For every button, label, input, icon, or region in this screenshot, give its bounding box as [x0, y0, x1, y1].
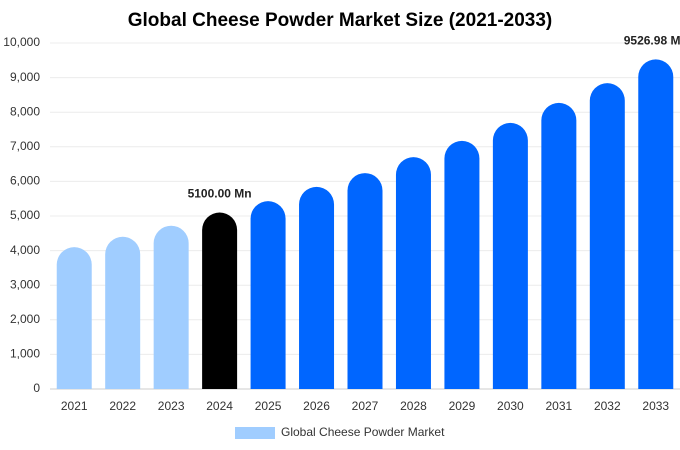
x-tick-label: 2031	[545, 399, 572, 413]
y-tick-label: 8,000	[10, 104, 40, 118]
x-tick-label: 2028	[400, 399, 427, 413]
y-tick-label: 7,000	[10, 139, 40, 153]
bar	[250, 201, 286, 389]
y-tick-label: 4,000	[10, 243, 40, 257]
bar	[395, 157, 431, 389]
legend-label: Global Cheese Powder Market	[281, 425, 445, 439]
bar	[153, 225, 189, 389]
y-tick-label: 5,000	[10, 208, 40, 222]
x-tick-label: 2024	[206, 399, 233, 413]
bar	[638, 59, 674, 390]
x-tick-label: 2021	[61, 399, 88, 413]
y-tick-label: 6,000	[10, 174, 40, 188]
data-label: 9526.98 Mn	[624, 34, 680, 48]
y-tick-label: 0	[33, 381, 40, 395]
y-tick-label: 2,000	[10, 312, 40, 326]
y-tick-label: 1,000	[10, 347, 40, 361]
x-tick-label: 2025	[255, 399, 282, 413]
bar	[202, 212, 238, 389]
x-tick-label: 2030	[497, 399, 524, 413]
data-label: 5100.00 Mn	[188, 187, 252, 201]
bar	[56, 247, 92, 389]
x-tick-label: 2033	[642, 399, 669, 413]
y-tick-label: 10,000	[3, 35, 40, 49]
bar	[105, 236, 141, 389]
x-tick-label: 2029	[449, 399, 476, 413]
bar	[541, 102, 577, 389]
bar	[444, 140, 480, 389]
x-tick-label: 2026	[303, 399, 330, 413]
x-tick-label: 2032	[594, 399, 621, 413]
bar	[589, 83, 625, 390]
bar	[492, 122, 528, 389]
y-tick-label: 3,000	[10, 277, 40, 291]
x-tick-label: 2023	[158, 399, 185, 413]
x-tick-label: 2022	[109, 399, 136, 413]
chart-title: Global Cheese Powder Market Size (2021-2…	[128, 10, 553, 31]
x-tick-label: 2027	[352, 399, 379, 413]
bar	[299, 186, 335, 389]
legend-swatch	[235, 427, 275, 439]
bar	[347, 173, 383, 389]
y-tick-label: 9,000	[10, 70, 40, 84]
